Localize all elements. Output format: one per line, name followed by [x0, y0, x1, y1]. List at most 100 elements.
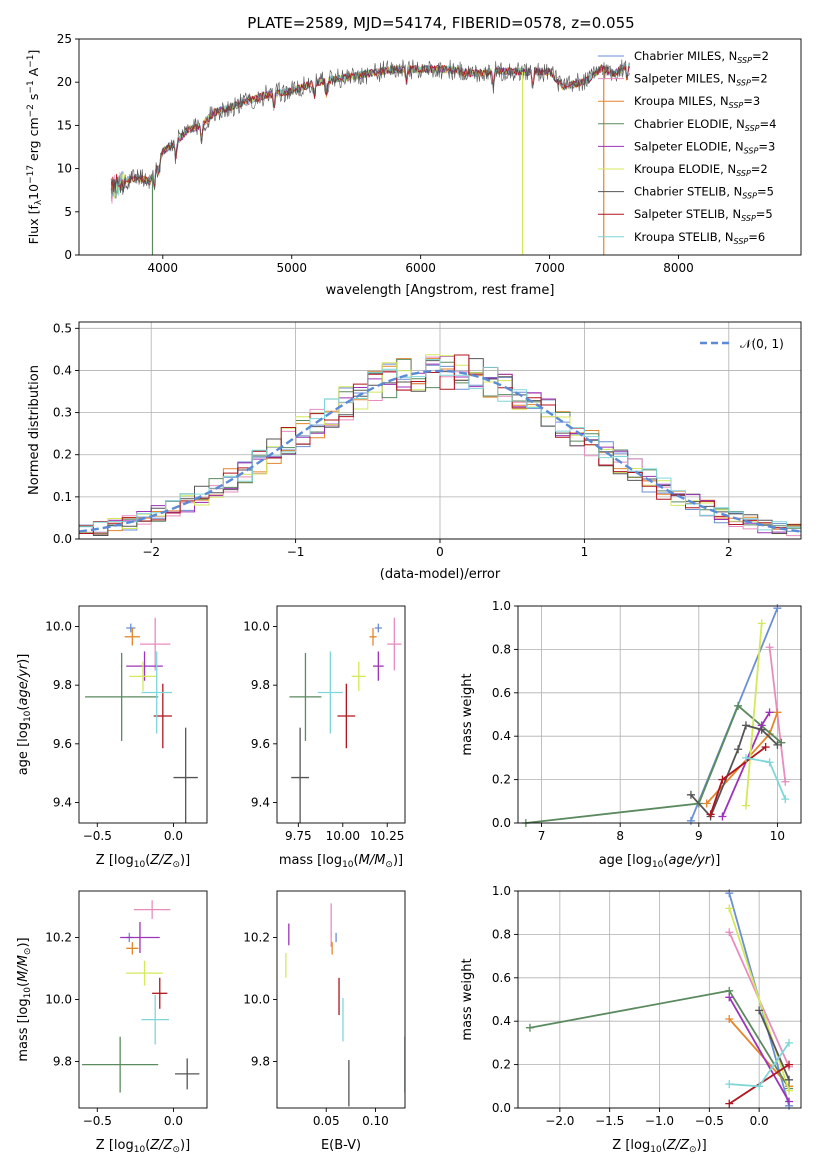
x-tick-label: 2 — [725, 545, 733, 559]
y-tick-label: 0.0 — [53, 532, 72, 546]
spectrum-frame — [78, 38, 802, 256]
x-tick-label: 1 — [581, 545, 589, 559]
weight-marker — [785, 1060, 794, 1069]
weight-marker — [757, 725, 766, 734]
x-tick-label: 8 — [616, 829, 624, 843]
y-tick-label: 10.0 — [45, 993, 72, 1007]
x-tick-label: 0.0 — [164, 1114, 183, 1128]
weight-marker — [718, 812, 727, 821]
y-tick-label: 0.4 — [53, 363, 72, 377]
figure-title: PLATE=2589, MJD=54174, FIBERID=0578, z=0… — [247, 14, 634, 32]
residuals-legend: 𝒩(0, 1) — [700, 337, 784, 351]
y-tick-label: 0.5 — [53, 321, 72, 335]
clipped-content — [289, 617, 402, 823]
x-tick-label: −2 — [142, 545, 160, 559]
weight-marker — [761, 743, 770, 752]
y-tick-label: 10.2 — [243, 931, 270, 945]
x-tick-label: 4000 — [148, 261, 179, 275]
x-tick-label: 0 — [436, 545, 444, 559]
mass-weight-vs-metallicity-panel: −2.0 −1.5 −1.0 −0.5 0.0 0.0 0.2 0.4 0.6 0.8 1.0 Z [… — [460, 884, 802, 1155]
x-tick-label: 0.0 — [164, 829, 183, 843]
y-tick-label: 1.0 — [492, 884, 511, 898]
residuals-panel: −2 −1 0 1 2 0.0 0.1 0.2 0.3 0.4 0.5 (data-model)/er… — [27, 321, 802, 582]
weight-marker — [765, 643, 774, 652]
x-tick-label: −0.5 — [83, 1114, 112, 1128]
mass-vs-metallicity-panel: −0.5 0.0 9.8 10.0 10.2 Z [log10(Z/Z⊙)] mass [l… — [16, 890, 208, 1155]
weight-line-kroupa-miles — [728, 1018, 790, 1087]
age-vs-mass-panel: 9.75 10.00 10.25 9.4 9.6 9.8 10.0 mass [log10(M… — [243, 605, 406, 870]
age-vs-metallicity-frame — [78, 605, 208, 824]
weight-marker — [725, 993, 734, 1002]
weight-marker — [765, 708, 774, 717]
weight-marker — [725, 928, 734, 937]
weight-marker — [741, 753, 750, 762]
weight-marker — [757, 619, 766, 628]
y-tick-label: 0 — [64, 248, 72, 262]
x-tick-label: 0.0 — [750, 1114, 769, 1128]
weight-marker — [734, 745, 743, 754]
age-vs-mass-frame — [276, 605, 406, 824]
mass-weight-vs-metallicity-series — [525, 889, 794, 1110]
legend-label: Chabrier MILES, NSSP=2 — [634, 49, 769, 65]
x-tick-label: 10.25 — [370, 829, 404, 843]
weight-line-kroupa-elodie — [728, 908, 790, 1091]
weight-marker — [686, 790, 695, 799]
y-tick-label: 10 — [57, 162, 72, 176]
weight-marker — [741, 801, 750, 810]
y-tick-label: 9.6 — [53, 737, 72, 751]
y-tick-label: 9.4 — [53, 795, 72, 809]
weight-marker — [773, 708, 782, 717]
weight-marker — [734, 701, 743, 710]
residuals-y-label: Normed distribution — [27, 365, 42, 495]
mass-vs-metallicity-x-label: Z [log10(Z/Z⊙)] — [96, 1138, 190, 1155]
normal-curve — [79, 369, 801, 533]
x-tick-label: 6000 — [405, 261, 436, 275]
y-tick-label: 0.2 — [53, 448, 72, 462]
legend-label: Salpeter ELODIE, NSSP=3 — [634, 139, 775, 155]
spectrum-y-label: Flux [fλ10−17 erg cm−2 s−1 A−1] — [26, 50, 44, 245]
x-tick-label: −1 — [287, 545, 305, 559]
weight-line-chabrier-elodie — [525, 704, 782, 824]
y-tick-label: 9.8 — [53, 1055, 72, 1069]
weight-marker — [725, 1015, 734, 1024]
weight-marker — [725, 889, 734, 898]
y-tick-label: 9.8 — [53, 678, 72, 692]
mass-vs-extinction-panel: 0.05 0.10 9.8 10.0 10.2 E(B-V) — [243, 890, 406, 1153]
y-tick-label: 0.2 — [492, 773, 511, 787]
weight-marker — [725, 1099, 734, 1108]
legend-label: Kroupa ELODIE, NSSP=2 — [634, 162, 768, 178]
y-tick-label: 10.2 — [45, 931, 72, 945]
histogram-kroupa-elodie — [79, 354, 801, 539]
age-vs-metallicity-y-label: age [log10(age/yr)] — [16, 654, 33, 776]
legend-label: Chabrier STELIB, NSSP=5 — [634, 185, 774, 201]
weight-line-kroupa-elodie — [745, 623, 763, 806]
weight-marker — [785, 1097, 794, 1106]
x-tick-label: 9.75 — [285, 829, 312, 843]
weight-marker — [755, 1082, 764, 1091]
x-tick-label: 5000 — [276, 261, 307, 275]
mass-weight-vs-age-frame — [517, 605, 802, 824]
x-tick-label: 0.10 — [362, 1114, 389, 1128]
legend-label: Kroupa STELIB, NSSP=6 — [634, 230, 765, 246]
histogram-kroupa-stelib — [79, 359, 801, 539]
y-tick-label: 10.0 — [45, 620, 72, 634]
x-tick-label: 7 — [538, 829, 546, 843]
spectrum-x-label: wavelength [Angstrom, rest frame] — [326, 283, 555, 298]
clipped-content — [82, 900, 200, 1093]
y-tick-label: 0.6 — [492, 971, 511, 985]
x-tick-label: 10 — [770, 829, 785, 843]
y-tick-label: 0.4 — [492, 729, 511, 743]
mass-weight-vs-age-series — [521, 604, 790, 827]
y-tick-label: 0.0 — [492, 1101, 511, 1115]
weight-marker — [686, 816, 695, 825]
spectrum-panel: 4000 5000 6000 7000 8000 0 5 10 15 20 25 wavelength… — [26, 32, 802, 298]
y-tick-label: 0.3 — [53, 406, 72, 420]
x-tick-label: −2.0 — [545, 1114, 574, 1128]
legend-label: Salpeter MILES, NSSP=2 — [634, 72, 768, 88]
weight-marker — [773, 740, 782, 749]
spectrum-line-chabrier-stelib — [110, 59, 630, 195]
clipped-content — [285, 903, 405, 1107]
y-tick-label: 0.0 — [492, 816, 511, 830]
y-tick-label: 9.8 — [251, 1055, 270, 1069]
weight-marker — [781, 777, 790, 786]
